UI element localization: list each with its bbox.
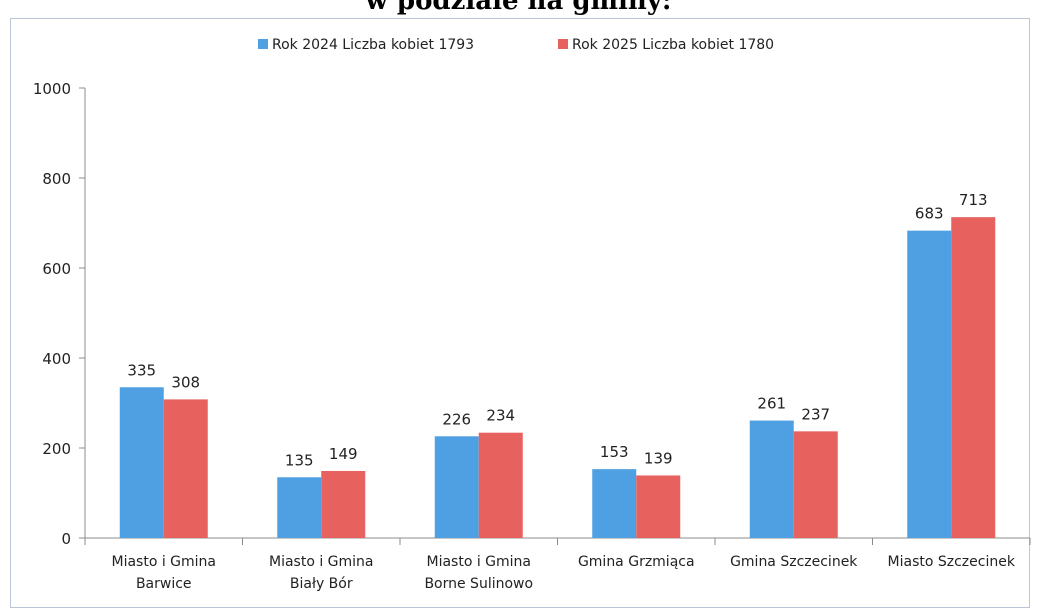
chart-legend: Rok 2024 Liczba kobiet 1793 Rok 2025 Licz… [258, 37, 774, 53]
y-tick-label: 1000 [33, 80, 71, 98]
y-tick-label: 200 [42, 440, 71, 458]
chart-title-fragment: w podziale na gminy: [365, 0, 672, 16]
data-label: 139 [644, 449, 673, 467]
legend-swatch [558, 39, 568, 49]
bar [163, 399, 208, 538]
data-label: 683 [915, 205, 944, 223]
bar [749, 420, 794, 538]
legend-label: Rok 2024 Liczba kobiet 1793 [272, 37, 474, 53]
bar [951, 217, 996, 538]
legend-swatch [258, 39, 268, 49]
bar [907, 230, 952, 538]
bar [434, 436, 479, 538]
data-label: 237 [801, 405, 830, 423]
x-tick-label: Miasto i Gmina Borne Sulinowo [424, 554, 533, 592]
bar [119, 387, 164, 538]
bar [277, 477, 322, 538]
bar [321, 470, 366, 538]
data-label: 308 [171, 373, 200, 391]
x-tick-label: Miasto i Gmina Barwice [111, 554, 216, 592]
data-label: 149 [329, 445, 358, 463]
x-tick-label: Gmina Szczecinek [730, 554, 858, 570]
chart-axes: 0 200 400 600 800 1000 [33, 80, 1031, 548]
legend-label: Rok 2025 Liczba kobiet 1780 [572, 37, 774, 53]
x-tick-label: Gmina Grzmiąca [578, 554, 695, 570]
bar [592, 469, 637, 538]
bar [478, 432, 523, 538]
y-tick-label: 800 [42, 170, 71, 188]
data-label: 261 [757, 395, 786, 413]
x-tick-label: Miasto i Gmina Biały Bór [269, 554, 374, 592]
y-tick-label: 400 [42, 350, 71, 368]
data-label: 226 [442, 410, 471, 428]
bar [793, 431, 838, 538]
data-label: 135 [285, 451, 314, 469]
chart-data-labels: 335 308 135 149 226 234 153 139 261 237 683 713 [127, 191, 987, 469]
y-tick-label: 0 [61, 530, 71, 548]
x-axis-tick-labels: Miasto i Gmina Barwice Miasto i Gmina Biały… [111, 554, 1015, 592]
x-tick-label: Miasto Szczecinek [888, 554, 1016, 570]
data-label: 713 [959, 191, 988, 209]
data-label: 335 [127, 361, 156, 379]
data-label: 234 [486, 407, 515, 425]
chart-bars [119, 217, 996, 538]
data-label: 153 [600, 443, 629, 461]
y-tick-label: 600 [42, 260, 71, 278]
bar [636, 475, 681, 538]
